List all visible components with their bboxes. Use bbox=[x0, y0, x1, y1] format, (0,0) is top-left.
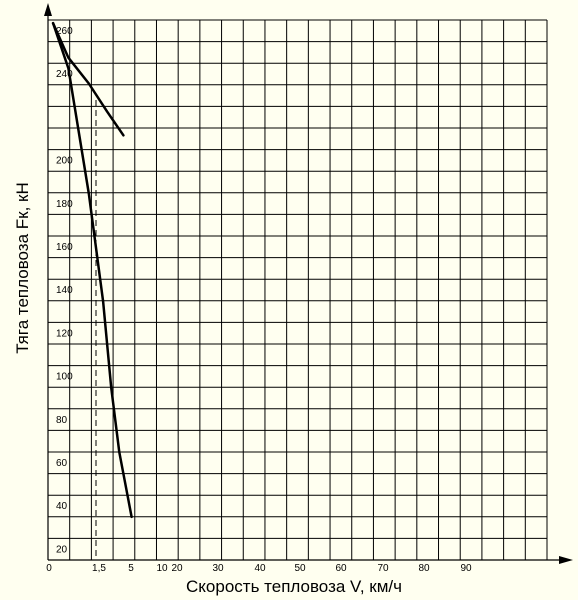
y-tick-label: 60 bbox=[56, 458, 68, 469]
y-tick-label: 200 bbox=[56, 156, 73, 167]
x-tick-label: 60 bbox=[335, 563, 347, 574]
y-tick-label: 140 bbox=[56, 285, 73, 296]
axes bbox=[44, 3, 573, 564]
x-tick-label: 40 bbox=[254, 563, 266, 574]
x-axis-label: Скорость тепловоза V, км/ч bbox=[186, 577, 402, 596]
x-tick-label: 50 bbox=[294, 563, 306, 574]
y-tick-label: 260 bbox=[56, 26, 73, 37]
y-tick-label: 20 bbox=[56, 544, 68, 555]
y-tick-label: 180 bbox=[56, 199, 73, 210]
y-tick-label: 40 bbox=[56, 501, 68, 512]
y-tick-label: 240 bbox=[56, 69, 73, 80]
series-line-1 bbox=[51, 21, 125, 137]
x-tick-label: 30 bbox=[212, 563, 224, 574]
y-tick-label: 100 bbox=[56, 372, 73, 383]
x-axis-arrow bbox=[559, 556, 573, 564]
y-tick-label: 120 bbox=[56, 328, 73, 339]
x-tick-label: 20 bbox=[171, 563, 183, 574]
y-axis-label: Тяга тепловоза Fк, кН bbox=[13, 182, 32, 354]
series-group bbox=[51, 21, 133, 519]
x-tick-labels: 0 1,5 5 10 20 30 40 50 60 70 80 90 bbox=[46, 563, 472, 574]
y-tick-label: 160 bbox=[56, 242, 73, 253]
grid bbox=[47, 19, 548, 561]
y-tick-label: 80 bbox=[56, 415, 68, 426]
x-tick-label: 10 bbox=[156, 563, 168, 574]
x-tick-label: 90 bbox=[460, 563, 472, 574]
x-tick-label: 0 bbox=[46, 563, 52, 574]
x-tick-label: 5 bbox=[128, 563, 134, 574]
x-tick-label: 80 bbox=[418, 563, 430, 574]
series-line-2 bbox=[51, 21, 133, 519]
x-tick-label: 70 bbox=[377, 563, 389, 574]
y-axis-arrow bbox=[44, 3, 52, 16]
x-tick-label: 1,5 bbox=[92, 563, 106, 574]
y-tick-labels: 20 40 60 80 100 120 140 160 180 200 240 260 bbox=[56, 26, 73, 555]
